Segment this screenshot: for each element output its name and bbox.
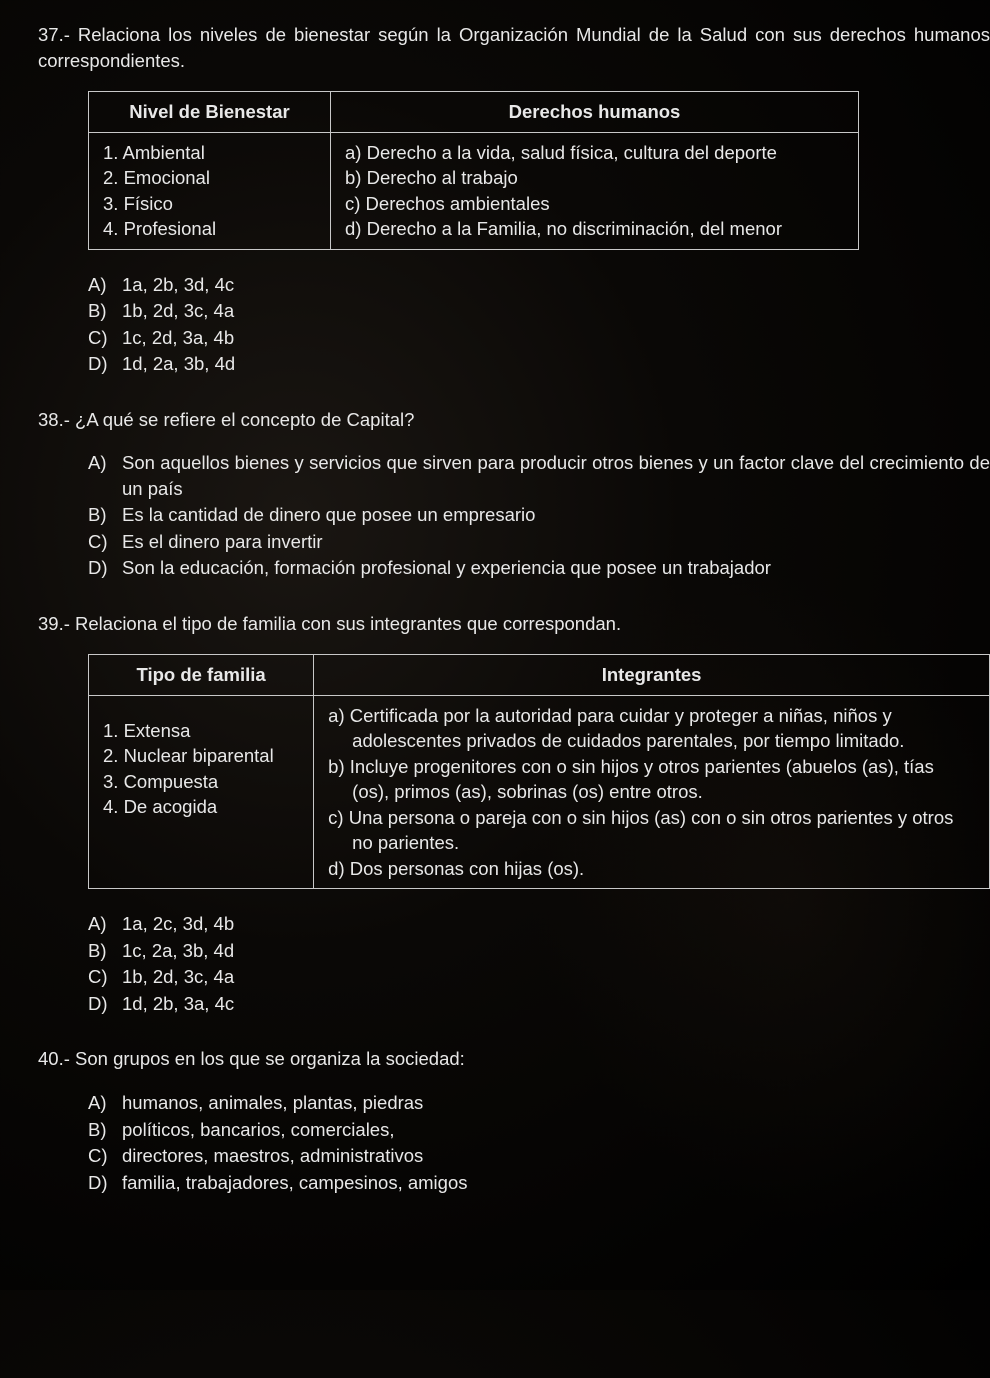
- option-letter: D): [88, 1170, 122, 1196]
- table-cell-right: a) Certificada por la autoridad para cui…: [314, 695, 990, 889]
- option-text: 1b, 2d, 3c, 4a: [122, 298, 990, 324]
- question-38-prompt: 38.- ¿A qué se refiere el concepto de Ca…: [38, 407, 990, 433]
- table-header: Nivel de Bienestar: [89, 92, 331, 133]
- option-text: Es la cantidad de dinero que posee un em…: [122, 502, 990, 528]
- question-38: 38.- ¿A qué se refiere el concepto de Ca…: [38, 407, 990, 581]
- option-text: directores, maestros, administrativos: [122, 1143, 990, 1169]
- option-letter: D): [88, 991, 122, 1017]
- option-letter: D): [88, 351, 122, 377]
- option-text: 1d, 2a, 3b, 4d: [122, 351, 990, 377]
- question-39-table: Tipo de familia Integrantes 1. Extensa 2…: [88, 654, 990, 889]
- option-letter: A): [88, 1090, 122, 1116]
- question-39-prompt: 39.- Relaciona el tipo de familia con su…: [38, 611, 990, 637]
- option-letter: B): [88, 298, 122, 324]
- option-text: Es el dinero para invertir: [122, 529, 990, 555]
- table-cell-right: a) Derecho a la vida, salud física, cult…: [331, 132, 859, 249]
- question-37: 37.- Relaciona los niveles de bienestar …: [38, 22, 990, 377]
- table-header: Tipo de familia: [89, 655, 314, 696]
- question-39-options: A)1a, 2c, 3d, 4b B)1c, 2a, 3b, 4d C)1b, …: [88, 911, 990, 1016]
- question-37-prompt: 37.- Relaciona los niveles de bienestar …: [38, 22, 990, 73]
- option-letter: C): [88, 325, 122, 351]
- option-letter: D): [88, 555, 122, 581]
- option-text: 1c, 2a, 3b, 4d: [122, 938, 990, 964]
- option-text: 1a, 2c, 3d, 4b: [122, 911, 990, 937]
- table-header: Integrantes: [314, 655, 990, 696]
- question-40-options: A)humanos, animales, plantas, piedras B)…: [88, 1090, 990, 1195]
- table-cell-left: 1. Ambiental 2. Emocional 3. Físico 4. P…: [89, 132, 331, 249]
- option-letter: A): [88, 450, 122, 501]
- question-37-options: A)1a, 2b, 3d, 4c B)1b, 2d, 3c, 4a C)1c, …: [88, 272, 990, 377]
- option-text: Son la educación, formación profesional …: [122, 555, 990, 581]
- option-text: familia, trabajadores, campesinos, amigo…: [122, 1170, 990, 1196]
- option-text: 1d, 2b, 3a, 4c: [122, 991, 990, 1017]
- option-letter: C): [88, 1143, 122, 1169]
- question-40: 40.- Son grupos en los que se organiza l…: [38, 1046, 990, 1195]
- option-text: políticos, bancarios, comerciales,: [122, 1117, 990, 1143]
- question-39: 39.- Relaciona el tipo de familia con su…: [38, 611, 990, 1017]
- table-cell-left: 1. Extensa 2. Nuclear biparental 3. Comp…: [89, 695, 314, 889]
- option-letter: A): [88, 911, 122, 937]
- option-letter: A): [88, 272, 122, 298]
- question-37-table: Nivel de Bienestar Derechos humanos 1. A…: [88, 91, 859, 250]
- option-letter: B): [88, 1117, 122, 1143]
- table-header: Derechos humanos: [331, 92, 859, 133]
- option-text: Son aquellos bienes y servicios que sirv…: [122, 450, 990, 501]
- option-text: 1a, 2b, 3d, 4c: [122, 272, 990, 298]
- question-40-prompt: 40.- Son grupos en los que se organiza l…: [38, 1046, 990, 1072]
- option-text: 1c, 2d, 3a, 4b: [122, 325, 990, 351]
- option-text: humanos, animales, plantas, piedras: [122, 1090, 990, 1116]
- question-38-options: A)Son aquellos bienes y servicios que si…: [88, 450, 990, 581]
- option-text: 1b, 2d, 3c, 4a: [122, 964, 990, 990]
- option-letter: C): [88, 964, 122, 990]
- option-letter: B): [88, 502, 122, 528]
- option-letter: B): [88, 938, 122, 964]
- option-letter: C): [88, 529, 122, 555]
